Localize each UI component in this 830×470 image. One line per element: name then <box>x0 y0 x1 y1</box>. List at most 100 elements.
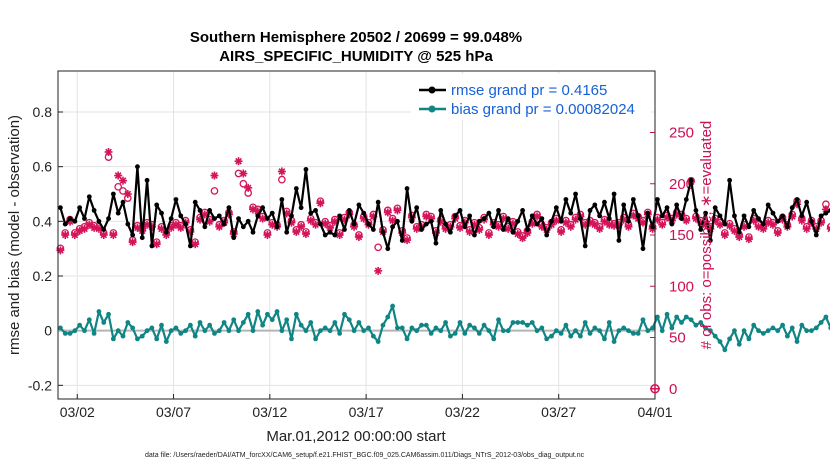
obs-evaluated-point <box>768 220 777 229</box>
bias-point <box>688 317 694 323</box>
bias-point <box>756 328 761 334</box>
rmse-point <box>703 210 708 216</box>
obs-evaluated-stroke <box>591 221 599 229</box>
rmse-point <box>794 197 800 202</box>
obs-evaluated-point <box>114 171 123 180</box>
bias-point <box>154 336 160 342</box>
rmse-point <box>481 216 487 222</box>
x-tick-label: 03/07 <box>156 404 191 420</box>
rmse-point <box>693 208 699 213</box>
bias-point <box>712 333 718 339</box>
bias-point <box>443 320 448 325</box>
rmse-point <box>606 216 612 222</box>
bias-point <box>86 317 92 323</box>
legend-bias-label: bias grand pr = 0.00082024 <box>451 101 635 118</box>
rmse-point <box>419 227 424 232</box>
rmse-point <box>255 213 261 219</box>
bias-point <box>780 322 785 328</box>
bias-point <box>626 328 631 334</box>
obs-evaluated-stroke <box>129 238 136 246</box>
bias-point <box>187 322 193 328</box>
bias-point <box>236 328 241 334</box>
bias-point <box>144 328 150 334</box>
rmse-point <box>775 218 781 224</box>
rmse-point <box>722 221 728 227</box>
bias-point <box>491 336 497 342</box>
obs-evaluated-stroke <box>153 240 161 248</box>
bias-point <box>279 328 285 334</box>
obs-evaluated-stroke <box>533 213 541 220</box>
rmse-point <box>630 197 636 202</box>
obs-evaluated-stroke <box>124 190 132 198</box>
y-tick-label-left: 0.6 <box>33 159 53 175</box>
bias-point <box>727 336 733 342</box>
y-tick-label-right: 250 <box>669 125 694 142</box>
obs-evaluated-stroke <box>798 217 806 225</box>
obs-evaluated-stroke <box>639 219 647 227</box>
obs-evaluated-point <box>533 212 542 221</box>
obs-evaluated-stroke <box>403 236 411 244</box>
obs-evaluated-stroke <box>605 221 613 229</box>
rmse-point <box>626 218 631 224</box>
obs-evaluated-stroke <box>297 223 305 231</box>
rmse-point <box>751 208 757 213</box>
obs-evaluated-point <box>263 231 272 239</box>
obs-evaluated-stroke <box>740 223 748 231</box>
bias-point <box>616 328 622 334</box>
rmse-point <box>780 213 785 219</box>
obs-evaluated-stroke <box>167 224 175 232</box>
obs-evaluated-stroke <box>317 199 324 207</box>
bias-point <box>106 311 111 317</box>
bias-point <box>250 328 256 334</box>
rmse-point <box>289 213 294 219</box>
rmse-point <box>423 221 429 227</box>
rmse-point <box>322 232 328 238</box>
bias-point <box>515 320 521 325</box>
bias-point <box>346 317 352 323</box>
bias-point <box>505 328 511 334</box>
rmse-point <box>327 229 333 235</box>
bias-point <box>130 325 136 331</box>
bias-point <box>289 336 294 342</box>
rmse-point <box>77 205 83 211</box>
bias-point <box>337 331 343 336</box>
bias-point <box>707 328 713 334</box>
bias-point <box>679 320 684 325</box>
obs-evaluated-point <box>523 228 532 237</box>
obs-evaluated-stroke <box>514 230 522 238</box>
bias-point <box>433 325 439 331</box>
rmse-point <box>462 224 468 230</box>
x-tick-label: 03/17 <box>349 404 384 420</box>
rmse-point <box>770 210 776 216</box>
bias-point <box>274 309 280 314</box>
rmse-point <box>361 210 367 216</box>
bias-point <box>159 322 164 328</box>
obs-evaluated-stroke <box>239 170 247 177</box>
rmse-point <box>539 216 545 222</box>
bias-point <box>789 325 795 331</box>
obs-evaluated-point <box>403 236 412 245</box>
bias-point <box>525 322 530 328</box>
obs-evaluated-point <box>725 221 734 230</box>
rmse-point <box>62 221 68 227</box>
rmse-point <box>717 213 723 219</box>
rmse-point <box>279 197 285 202</box>
bias-point <box>698 320 704 325</box>
obs-evaluated-point <box>720 231 729 239</box>
rmse-point <box>558 218 564 224</box>
rmse-point <box>298 205 304 211</box>
obs-evaluated-point <box>595 224 604 233</box>
obs-evaluated-point <box>128 238 137 247</box>
obs-evaluated-stroke <box>552 217 560 225</box>
plot-frame <box>57 70 656 400</box>
rmse-point <box>688 177 694 183</box>
bias-point <box>317 328 323 334</box>
rmse-point <box>159 210 164 216</box>
rmse-point <box>226 205 232 211</box>
rmse-point <box>582 243 588 249</box>
rmse-point <box>813 232 819 238</box>
obs-evaluated-stroke <box>764 219 772 227</box>
bias-point <box>486 328 492 334</box>
bias-point <box>423 322 429 328</box>
bias-point <box>385 314 391 320</box>
